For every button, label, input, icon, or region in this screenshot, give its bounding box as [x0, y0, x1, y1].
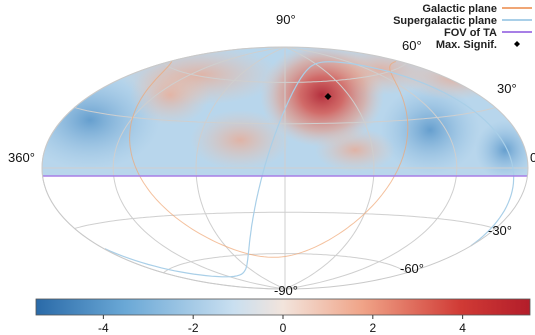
meridian-120 — [284, 46, 375, 290]
supergalactic-plane-curve — [104, 61, 515, 278]
colorbar-tick-label: 2 — [369, 321, 376, 335]
lat-label-m30: -30° — [488, 223, 512, 238]
colorbar-gradient — [35, 298, 531, 316]
lon-label-right: 0° — [530, 150, 535, 165]
meridian-300 — [112, 46, 286, 290]
max-significance-marker — [324, 93, 332, 100]
hotspot-region — [260, 47, 384, 147]
legend-label-max-signif: Max. Signif. — [436, 39, 497, 51]
colorbar: -4 -2 0 2 4 — [35, 298, 531, 335]
legend-swatch-max-signif — [514, 41, 520, 47]
meridian-240 — [195, 46, 286, 290]
colorbar-tick-label: 0 — [280, 321, 287, 335]
meridian-60 — [284, 46, 458, 290]
lon-label-left: 360° — [8, 150, 35, 165]
legend: Galactic plane Supergalactic plane FOV o… — [393, 3, 532, 51]
lat-label-m90: -90° — [274, 283, 298, 298]
colorbar-tick-label: -2 — [188, 321, 199, 335]
lat-label-90: 90° — [276, 12, 296, 27]
galactic-plane-curve — [129, 60, 409, 258]
lat-label-60: 60° — [402, 38, 422, 53]
colorbar-ticks: -4 -2 0 2 4 — [98, 315, 466, 335]
colorbar-tick-label: 4 — [459, 321, 466, 335]
map-outline — [41, 46, 529, 290]
legend-label-galactic: Galactic plane — [422, 3, 497, 15]
legend-label-fov: FOV of TA — [444, 27, 497, 39]
lat-label-30: 30° — [497, 81, 517, 96]
colorbar-tick-label: -4 — [98, 321, 109, 335]
lat-label-m60: -60° — [400, 261, 424, 276]
legend-label-supergalactic: Supergalactic plane — [393, 15, 497, 27]
coordinate-grid — [41, 46, 528, 290]
